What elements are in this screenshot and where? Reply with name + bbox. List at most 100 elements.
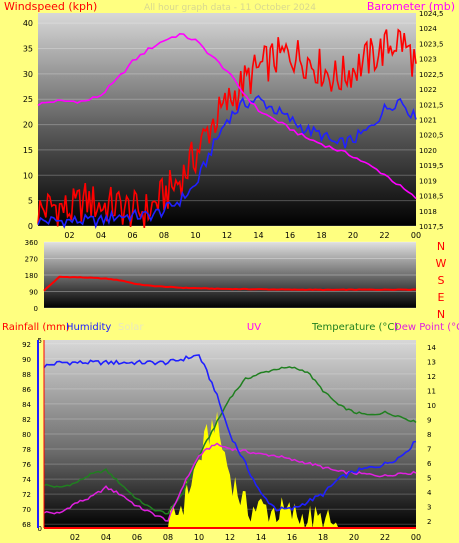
humidity-y-tick: 72 [22, 491, 31, 499]
humidity-legend: Humidity [66, 322, 111, 333]
wind-y-tick: 5 [28, 197, 33, 206]
direction-y-tick: 0 [34, 305, 38, 313]
barometer-y-tick: 1020 [419, 147, 437, 155]
humidity-y-tick: 80 [22, 431, 31, 439]
temperature-y-tick: 11 [427, 388, 436, 396]
wind-x-tick: 14 [253, 231, 263, 240]
humidity-y-ticks: 68 70 72 74 76 78 80 82 84 86 88 90 92 [22, 341, 31, 529]
temperature-y-tick: 8 [427, 431, 431, 439]
temp-x-tick: 02 [70, 533, 80, 542]
barometer-y-tick: 1023 [419, 56, 437, 64]
uv-legend: UV [247, 322, 261, 333]
barometer-y-tick: 1022,5 [419, 71, 444, 79]
temp-x-tick: 08 [163, 533, 173, 542]
barometer-y-tick: 1021 [419, 117, 437, 125]
temperature-line [43, 366, 417, 515]
temp-x-tick: 22 [380, 533, 390, 542]
rain-y-tick: 0 [38, 525, 42, 533]
rain-y-tick: 5 [38, 337, 42, 345]
wind-y-tick: 20 [23, 121, 33, 130]
wind-y-ticks: 0 5 10 15 20 25 30 35 40 [23, 19, 33, 231]
temperature-legend: Temperature (°C) [311, 322, 398, 333]
direction-grid [44, 241, 416, 309]
temp-x-tick: 16 [287, 533, 297, 542]
wind-y-tick: 25 [23, 95, 33, 104]
temp-x-tick: 14 [256, 533, 266, 542]
temp-x-tick: 06 [132, 533, 142, 542]
compass-label: E [438, 291, 445, 304]
temperature-y-tick: 12 [427, 373, 436, 381]
barometer-y-tick: 1024,5 [419, 10, 444, 18]
barometer-y-tick: 1020,5 [419, 132, 444, 140]
wind-x-tick: 02 [64, 231, 74, 240]
temperature-y-tick: 4 [427, 489, 432, 497]
dew-point-line [43, 442, 417, 522]
barometer-y-tick: 1024 [419, 25, 437, 33]
temp-x-ticks: 02 04 06 08 10 12 14 16 18 20 22 00 [70, 533, 421, 542]
temp-x-tick: 00 [411, 533, 421, 542]
wind-x-tick: 04 [96, 231, 106, 240]
temperature-y-tick: 10 [427, 402, 436, 410]
humidity-line [43, 354, 417, 512]
wind-y-tick: 15 [23, 146, 33, 155]
direction-y-tick: 360 [25, 239, 38, 247]
wind-y-tick: 10 [23, 171, 33, 180]
wind-x-tick: 12 [222, 231, 232, 240]
top-title: All hour graph data - 11 October 2024 [144, 3, 316, 13]
rainfall-legend: Rainfall (mm) [2, 322, 70, 333]
direction-y-tick: 270 [25, 256, 38, 264]
barometer-y-tick: 1021,5 [419, 101, 444, 109]
wind-x-tick: 08 [159, 231, 169, 240]
temperature-y-tick: 14 [427, 344, 436, 352]
humidity-y-tick: 84 [22, 401, 31, 409]
barometer-y-tick: 1018,5 [419, 193, 444, 201]
wind-x-tick: 06 [127, 231, 137, 240]
wind-y-tick: 35 [23, 45, 33, 54]
temperature-y-tick: 2 [427, 518, 431, 526]
wind-gust-line [37, 28, 417, 229]
temperature-y-tick: 7 [427, 445, 431, 453]
wind-y-tick: 30 [23, 70, 33, 79]
temperature-y-tick: 6 [427, 460, 432, 468]
temperature-y-tick: 3 [427, 503, 431, 511]
temp-x-tick: 12 [225, 533, 235, 542]
compass-label: N [437, 240, 445, 253]
barometer-y-tick: 1023,5 [419, 40, 444, 48]
humidity-y-tick: 86 [22, 386, 31, 394]
wind-x-tick: 00 [411, 231, 421, 240]
average-wind-line [37, 94, 417, 230]
temp-series [43, 354, 417, 529]
barometer-y-tick: 1019 [419, 177, 437, 185]
humidity-y-tick: 74 [22, 476, 31, 484]
temp-x-tick: 10 [194, 533, 204, 542]
direction-y-tick: 90 [29, 289, 38, 297]
dewpoint-legend: Dew Point (°C) [394, 322, 459, 333]
rain-y-ticks: 05 [38, 337, 42, 533]
barometer-y-tick: 1019,5 [419, 162, 444, 170]
solar-area [44, 411, 416, 528]
wind-x-tick: 16 [285, 231, 295, 240]
wind-series [37, 28, 417, 230]
humidity-y-tick: 90 [22, 356, 31, 364]
compass-label: W [436, 257, 447, 270]
windspeed-axis-label: Windspeed (kph) [4, 0, 97, 13]
solar-legend: Solar [118, 322, 144, 333]
compass-label: N [437, 308, 445, 321]
humidity-y-tick: 70 [22, 506, 31, 514]
wind-direction-line [43, 275, 417, 292]
humidity-y-tick: 92 [22, 341, 31, 349]
temperature-y-ticks: 2 3 4 5 6 7 8 9 10 11 12 13 14 [427, 344, 436, 526]
temperature-y-tick: 13 [427, 359, 436, 367]
wind-x-tick: 10 [190, 231, 200, 240]
wind-y-tick: 0 [28, 222, 33, 231]
humidity-y-tick: 88 [22, 371, 31, 379]
wind-x-ticks: 02 04 06 08 10 12 14 16 18 20 22 00 [64, 231, 421, 240]
compass-label: S [438, 274, 445, 287]
direction-series [43, 275, 417, 292]
barometer-y-tick: 1022 [419, 86, 437, 94]
wind-x-tick: 20 [348, 231, 358, 240]
wind-x-tick: 18 [316, 231, 326, 240]
temp-x-tick: 04 [101, 533, 111, 542]
